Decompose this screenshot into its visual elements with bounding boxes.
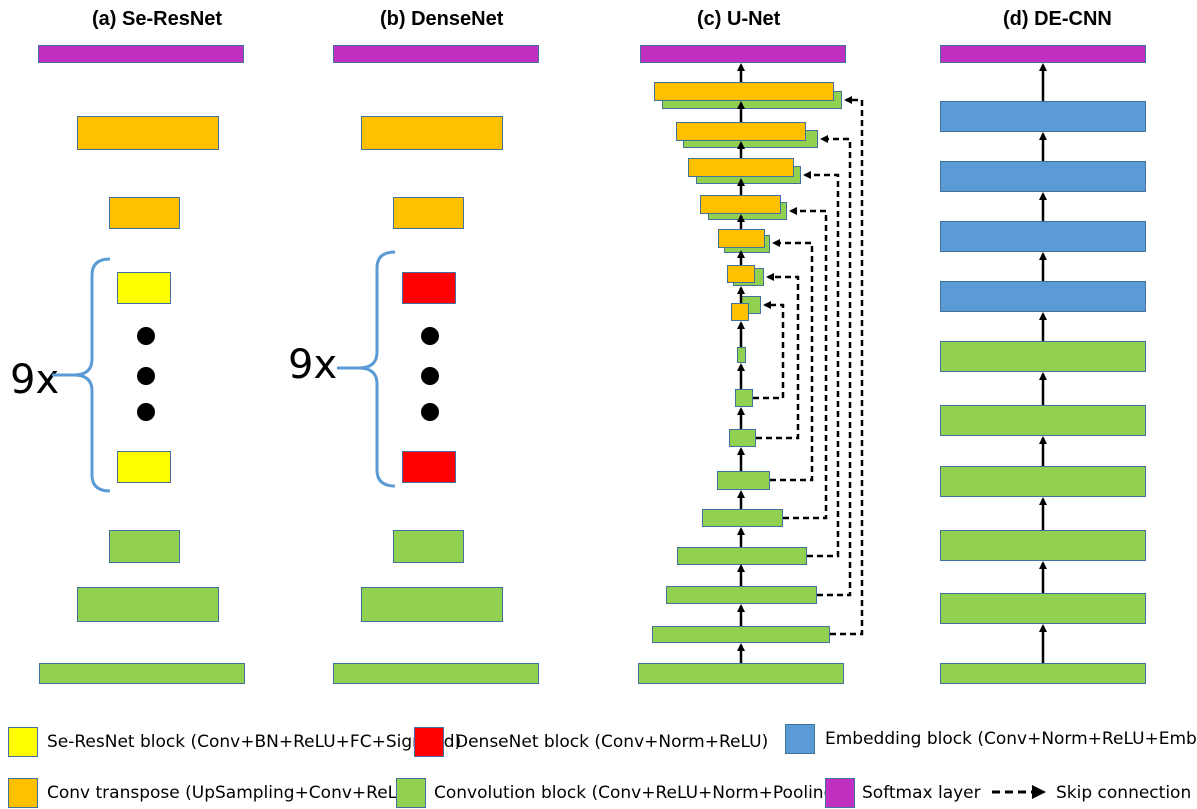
dashed-arrow-icon [992, 785, 1046, 799]
unet-skip-connections [753, 96, 864, 636]
ellipsis-dot [137, 367, 155, 385]
red-swatch [414, 727, 444, 757]
green-swatch [396, 778, 426, 808]
skip-connection-arrow [817, 135, 852, 597]
legend-label: Conv transpose (UpSampling+Conv+ReLU) [47, 783, 416, 803]
conv-transpose-block [361, 116, 503, 150]
repeat-brace [337, 250, 396, 488]
conv-transpose-block [393, 197, 464, 229]
se-resnet-block [117, 272, 171, 304]
embedding-block [940, 281, 1146, 312]
skip-connection-arrow [830, 96, 864, 636]
ellipsis-dot [137, 403, 155, 421]
convolution-block [393, 530, 464, 563]
panel-b-title: (b) DenseNet [380, 8, 504, 30]
softmax-layer [940, 45, 1146, 63]
densenet-block [402, 272, 456, 304]
yellow-swatch [8, 727, 38, 757]
ellipsis-dot [421, 327, 439, 345]
convolution-block [940, 341, 1146, 372]
legend-label: Skip connection [1056, 783, 1192, 803]
ellipsis-dot [421, 403, 439, 421]
densenet-block [402, 451, 456, 483]
repeat-brace [52, 257, 111, 493]
legend-label: Embedding block (Conv+Norm+ReLU+Embed) [825, 729, 1197, 749]
convolution-block [652, 626, 830, 643]
conv-transpose-block [718, 229, 765, 248]
legend-label: Se-ResNet block (Conv+BN+ReLU+FC+Sigmoid… [47, 732, 462, 752]
convolution-block [77, 587, 219, 622]
convolution-block [666, 586, 817, 604]
convolution-block [39, 663, 245, 684]
skip-connection-arrow [753, 301, 785, 400]
conv-transpose-block [77, 116, 219, 150]
convolution-block [737, 347, 746, 363]
skip-connection-arrow [803, 171, 840, 558]
conv-transpose-block [731, 303, 749, 321]
softmax-layer [38, 45, 244, 63]
embedding-block [940, 221, 1146, 252]
panel-c-title: (c) U-Net [697, 8, 781, 30]
convolution-block [729, 429, 756, 447]
convolution-block [940, 405, 1146, 436]
magenta-swatch [825, 778, 855, 808]
panel-d-title: (d) DE-CNN [1003, 8, 1112, 30]
blue-swatch [785, 724, 815, 754]
convolution-block [333, 663, 539, 684]
skip-connection-arrow [770, 239, 814, 482]
skip-connection-arrow [783, 207, 828, 520]
convolution-block [940, 663, 1146, 684]
embedding-block [940, 161, 1146, 192]
legend-label: Softmax layer [862, 783, 981, 803]
softmax-layer [333, 45, 539, 63]
conv-transpose-block [676, 122, 806, 141]
convolution-block [702, 509, 783, 527]
repeat-multiplier: 9x [288, 342, 338, 388]
softmax-layer [640, 45, 846, 63]
ellipsis-dot [421, 367, 439, 385]
convolution-block [940, 530, 1146, 561]
convolution-block [717, 471, 770, 490]
embedding-block [940, 101, 1146, 132]
se-resnet-block [117, 451, 171, 483]
convolution-block [940, 593, 1146, 624]
convolution-block [109, 530, 180, 563]
skip-connection-arrow [756, 273, 800, 440]
convolution-block [638, 663, 844, 684]
convolution-block [735, 389, 753, 407]
conv-transpose-block [109, 197, 180, 229]
conv-transpose-block [654, 82, 834, 101]
legend-label: DenseNet block (Conv+Norm+ReLU) [455, 732, 769, 752]
convolution-block [940, 466, 1146, 497]
legend-label: Convolution block (Conv+ReLU+Norm+Poolin… [434, 783, 841, 803]
repeat-multiplier: 9x [10, 357, 60, 403]
conv-transpose-block [700, 195, 781, 214]
conv-transpose-block [727, 265, 755, 283]
panel-a-title: (a) Se-ResNet [92, 8, 223, 30]
convolution-block [361, 587, 503, 622]
ellipsis-dot [137, 327, 155, 345]
conv-transpose-block [688, 158, 794, 177]
orange-swatch [8, 778, 38, 808]
